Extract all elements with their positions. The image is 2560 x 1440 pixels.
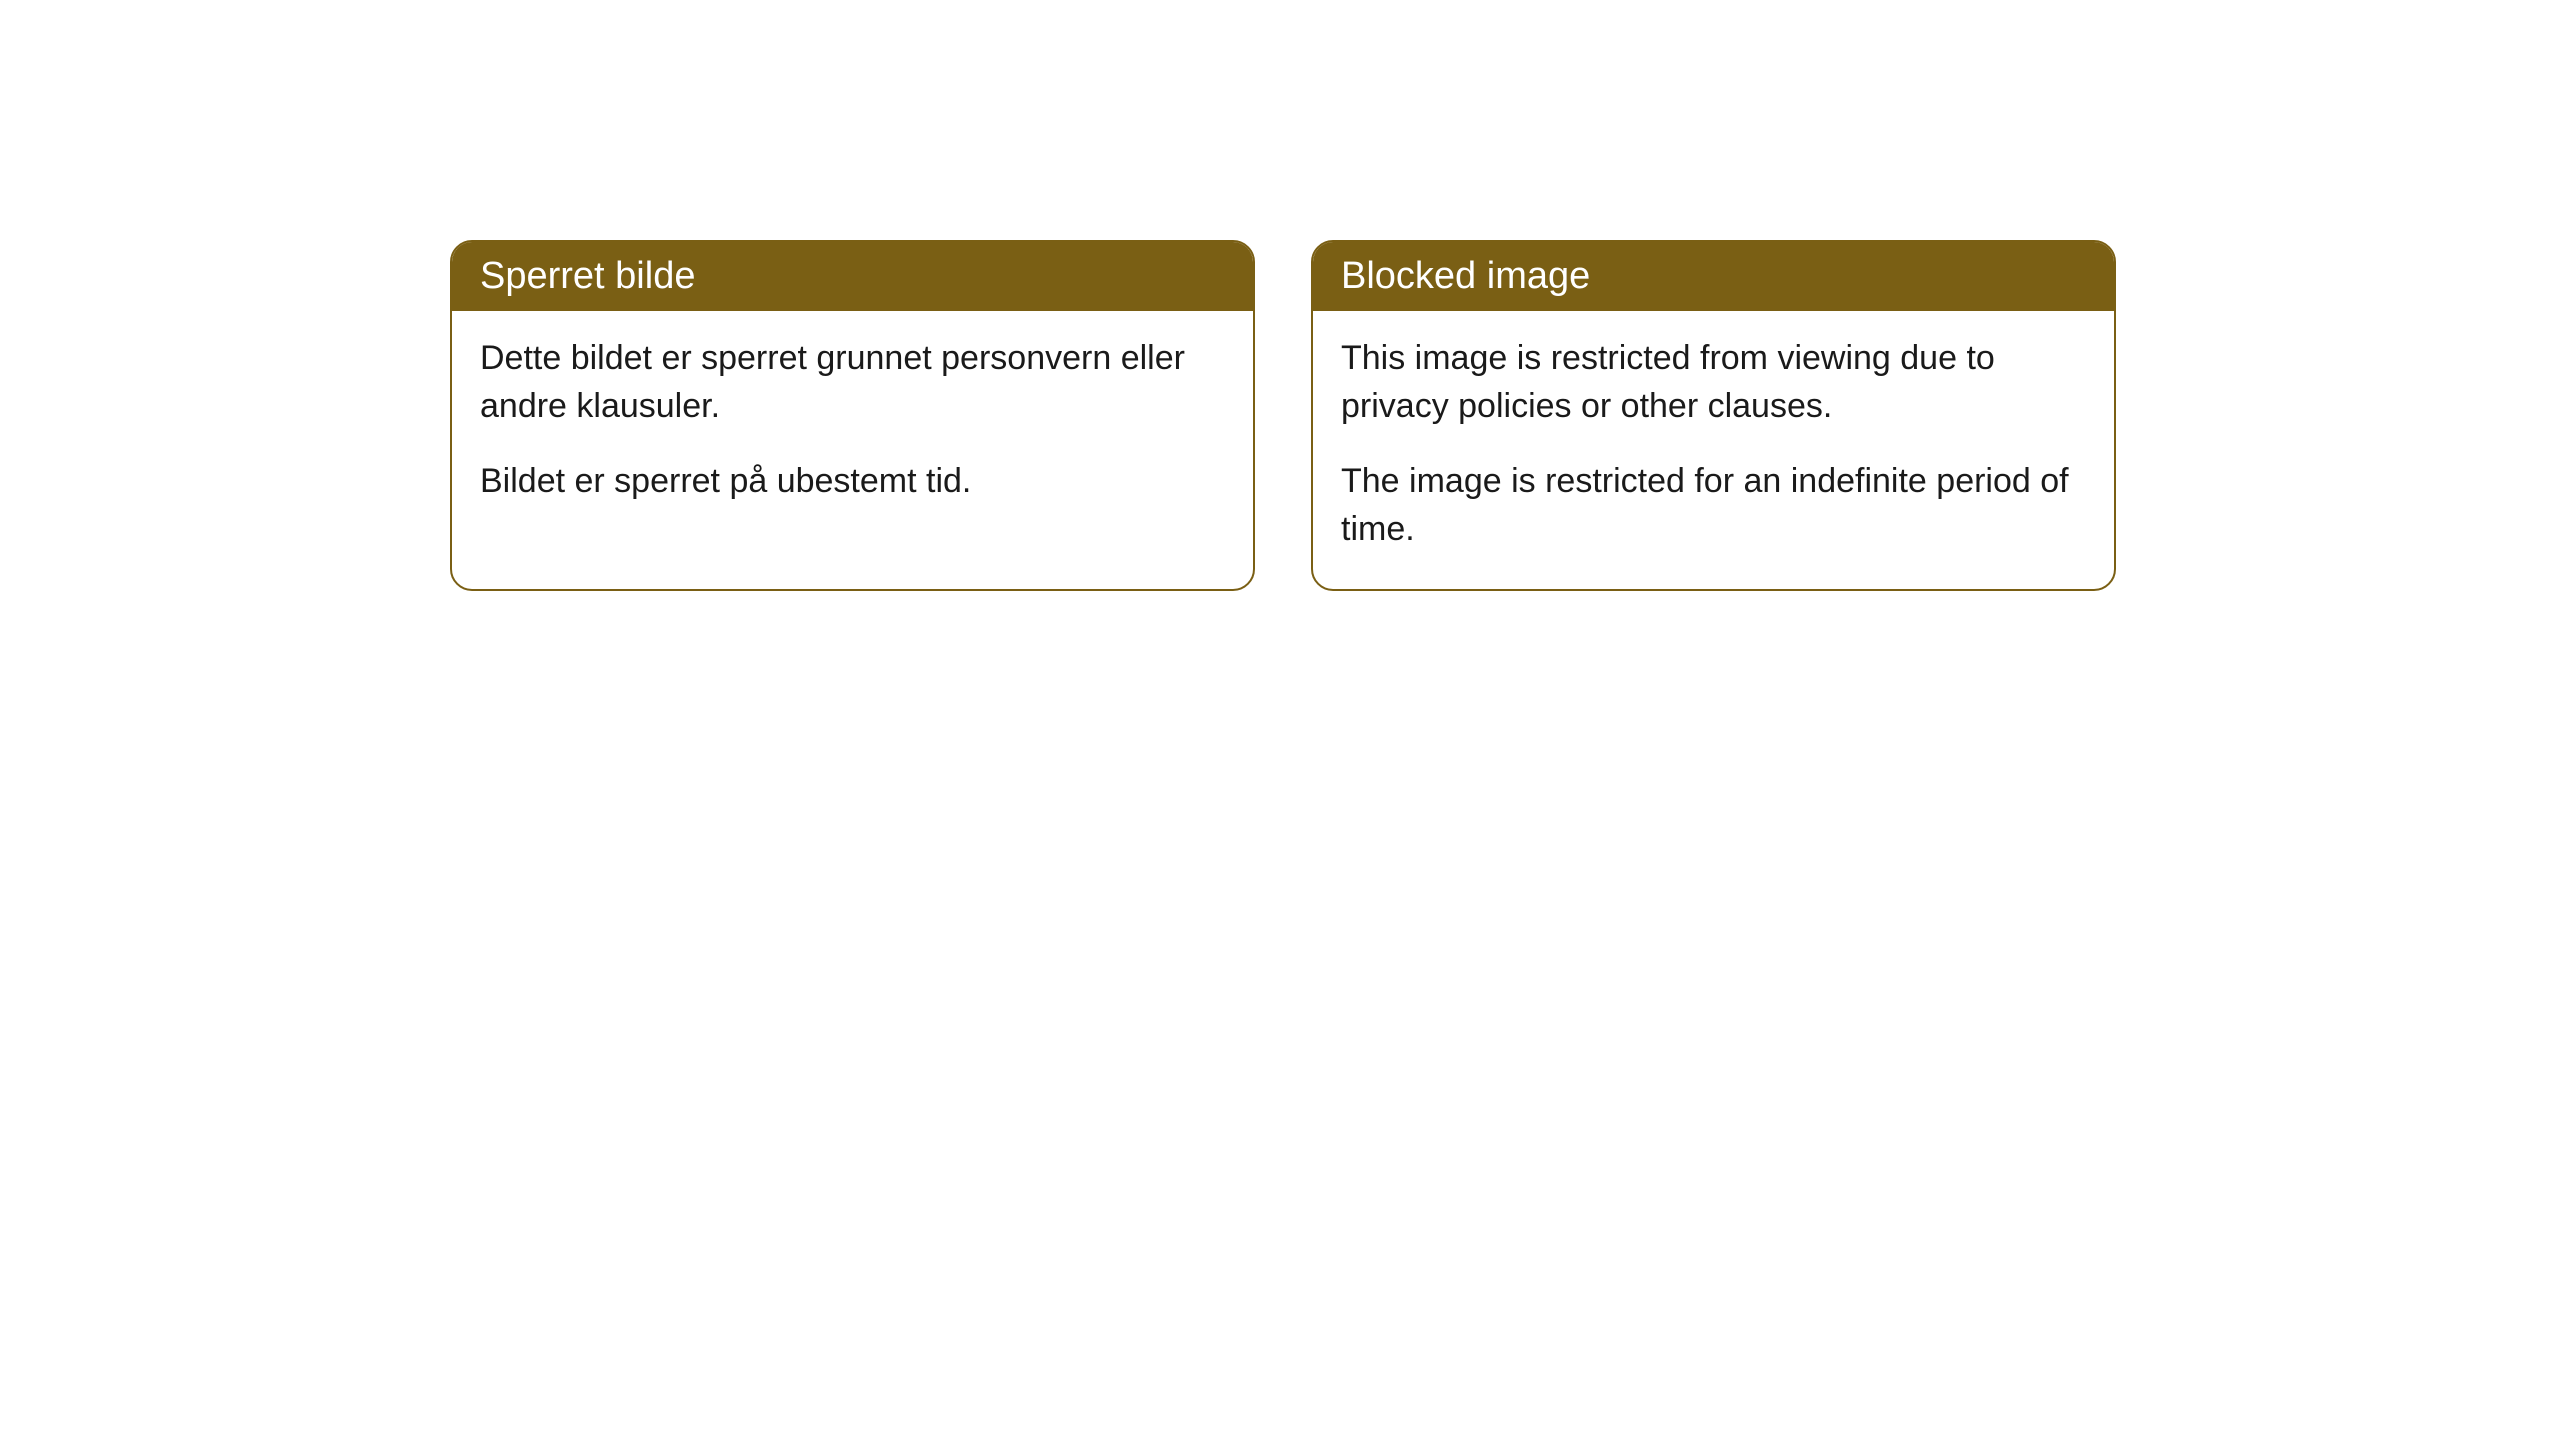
card-paragraph-2: Bildet er sperret på ubestemt tid. bbox=[480, 458, 1225, 506]
card-paragraph-1: Dette bildet er sperret grunnet personve… bbox=[480, 335, 1225, 430]
card-header-english: Blocked image bbox=[1313, 242, 2114, 311]
card-norwegian: Sperret bilde Dette bildet er sperret gr… bbox=[450, 240, 1255, 591]
card-english: Blocked image This image is restricted f… bbox=[1311, 240, 2116, 591]
card-paragraph-2: The image is restricted for an indefinit… bbox=[1341, 458, 2086, 553]
card-body-norwegian: Dette bildet er sperret grunnet personve… bbox=[452, 311, 1253, 542]
card-paragraph-1: This image is restricted from viewing du… bbox=[1341, 335, 2086, 430]
cards-container: Sperret bilde Dette bildet er sperret gr… bbox=[450, 240, 2560, 591]
card-header-norwegian: Sperret bilde bbox=[452, 242, 1253, 311]
card-body-english: This image is restricted from viewing du… bbox=[1313, 311, 2114, 589]
